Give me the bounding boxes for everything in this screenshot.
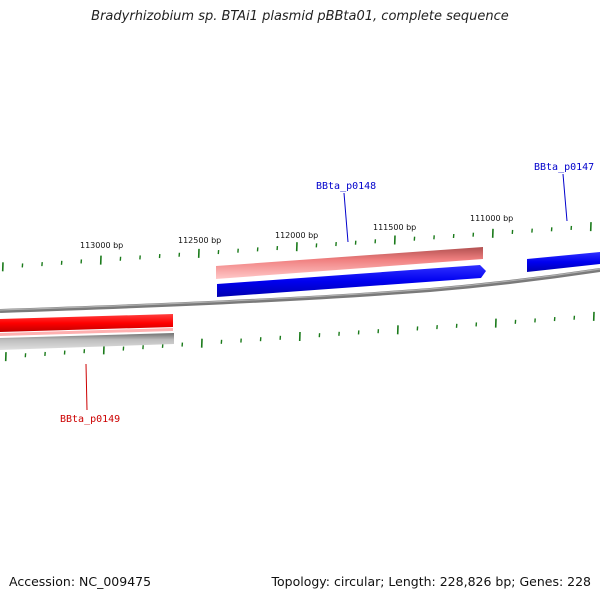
- leader-bbta-p0149: [85, 363, 88, 411]
- gene-label-bbta-p0147[interactable]: BBta_p0147: [534, 162, 594, 173]
- gene-shadow-gray: [0, 333, 174, 350]
- upper-tick-ring: [1, 222, 592, 272]
- scale-label-111500: 111500 bp: [373, 223, 416, 232]
- gene-shadow-pink: [216, 247, 483, 279]
- gene-label-bbta-p0149[interactable]: BBta_p0149: [60, 414, 120, 425]
- lower-tick-ring: [4, 311, 595, 362]
- leader-bbta-p0147: [562, 173, 568, 222]
- scale-label-113000: 113000 bp: [80, 241, 123, 250]
- accession-text: Accession: NC_009475: [9, 574, 152, 589]
- gene-bbta-p0147[interactable]: [527, 252, 600, 272]
- gene-bbta-p0149[interactable]: [0, 314, 173, 332]
- scale-label-112500: 112500 bp: [178, 236, 221, 245]
- scale-label-111000: 111000 bp: [470, 214, 513, 223]
- topology-summary: Topology: circular; Length: 228,826 bp; …: [271, 574, 592, 589]
- gene-bbta-p0148[interactable]: [217, 265, 486, 297]
- map-title: Bradyrhizobium sp. BTAi1 plasmid pBBta01…: [91, 9, 509, 24]
- scale-label-112000: 112000 bp: [275, 231, 318, 240]
- gene-label-bbta-p0148[interactable]: BBta_p0148: [316, 181, 376, 192]
- leader-bbta-p0148: [343, 192, 349, 243]
- sequence-backbone: [0, 268, 600, 313]
